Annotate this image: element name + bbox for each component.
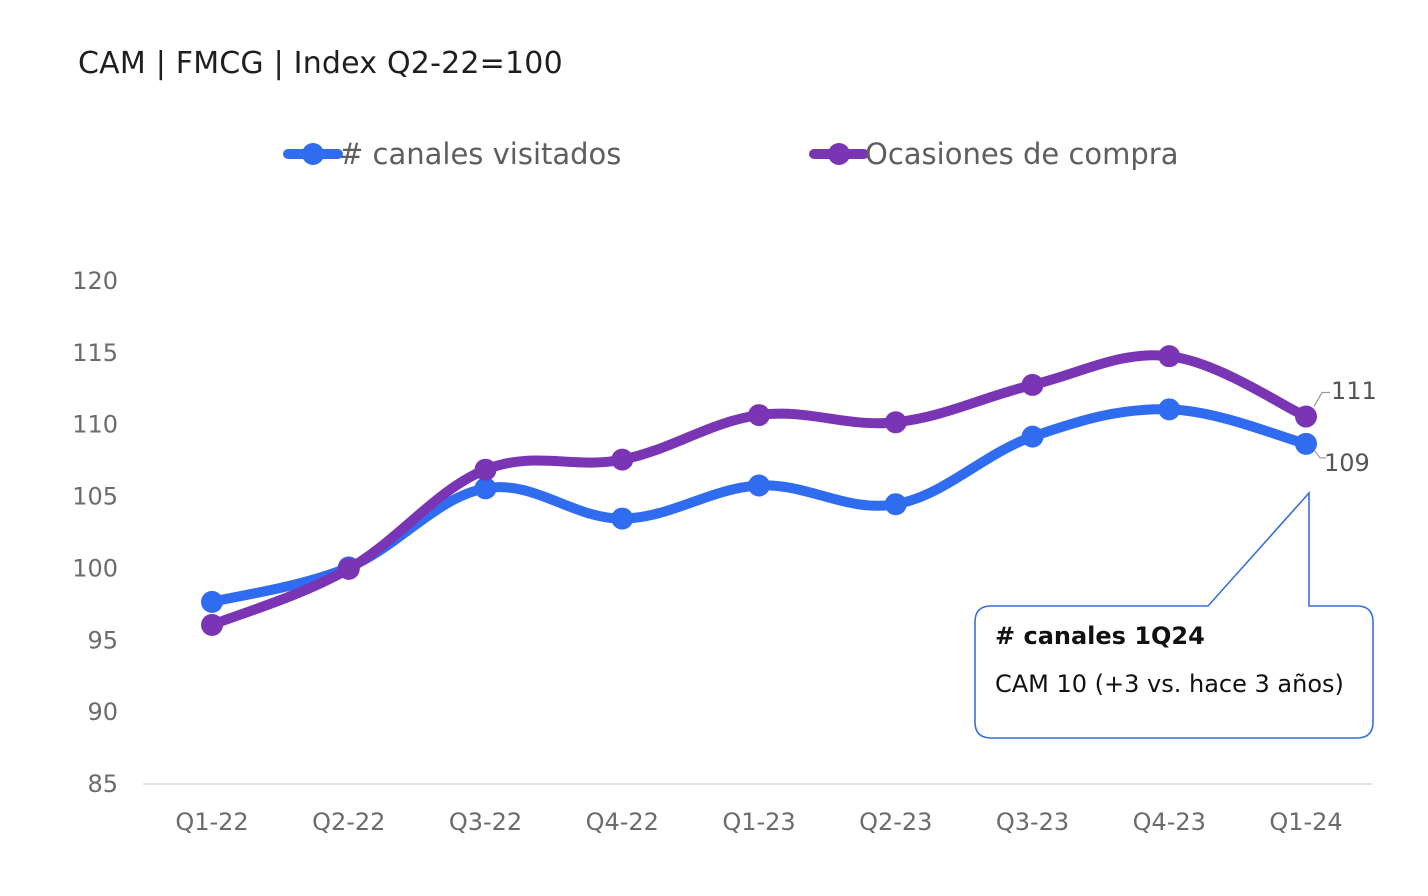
x-tick-label: Q4-22 <box>586 808 659 836</box>
end-labels: 111 109 <box>1313 377 1377 477</box>
y-tick-label: 85 <box>87 770 118 798</box>
data-point <box>884 411 907 434</box>
chart-title: CAM | FMCG | Index Q2-22=100 <box>78 46 563 81</box>
y-tick-label: 115 <box>72 339 118 367</box>
x-tick-label: Q2-23 <box>859 808 932 836</box>
data-point <box>884 493 907 516</box>
x-axis: Q1-22 Q2-22 Q3-22 Q4-22 Q1-23 Q2-23 Q3-23 Q4-23… <box>175 808 1342 836</box>
data-point <box>1158 345 1181 368</box>
callout-outline <box>974 490 1374 739</box>
legend-item-canales-visitados: # canales visitados <box>283 137 621 171</box>
data-point <box>611 448 634 471</box>
x-tick-label: Q3-22 <box>449 808 522 836</box>
y-tick-label: 110 <box>72 411 118 439</box>
data-point <box>201 613 223 636</box>
data-point <box>474 477 497 500</box>
series-line <box>207 404 1311 607</box>
data-point <box>1295 432 1317 455</box>
data-point <box>474 458 497 481</box>
data-point <box>201 590 223 613</box>
leader-line <box>1313 449 1326 459</box>
y-tick-label: 95 <box>87 626 118 654</box>
callout-title: # canales 1Q24 <box>995 622 1205 650</box>
legend-label: Ocasiones de compra <box>865 137 1179 171</box>
legend: # canales visitados Ocasiones de compra <box>283 137 1179 171</box>
legend-item-ocasiones-de-compra: Ocasiones de compra <box>809 137 1179 171</box>
callout-pointer <box>974 490 1374 739</box>
data-point <box>611 507 634 530</box>
legend-label: # canales visitados <box>339 137 621 171</box>
legend-swatch-marker <box>828 143 850 165</box>
leader-line <box>1313 391 1330 407</box>
data-point <box>1021 425 1044 448</box>
series-ocasiones-de-compra <box>201 345 1317 636</box>
data-point <box>1158 398 1181 421</box>
data-point <box>1295 405 1317 428</box>
y-tick-label: 105 <box>72 483 118 511</box>
callout-body: CAM 10 (+3 vs. hace 3 años) <box>995 670 1344 698</box>
series-group <box>201 345 1317 636</box>
x-tick-label: Q3-23 <box>996 808 1069 836</box>
x-tick-label: Q1-24 <box>1269 808 1342 836</box>
data-point <box>748 404 770 427</box>
x-tick-label: Q4-23 <box>1133 808 1206 836</box>
callout-box: # canales 1Q24 CAM 10 (+3 vs. hace 3 año… <box>975 606 1373 738</box>
y-tick-label: 90 <box>87 698 118 726</box>
end-label-ocasiones: 111 <box>1331 377 1377 405</box>
x-tick-label: Q1-23 <box>722 808 795 836</box>
y-tick-label: 120 <box>72 267 118 295</box>
y-axis: 85 90 95 100 105 110 115 120 <box>72 267 118 798</box>
series-canales-visitados <box>201 398 1317 613</box>
data-point <box>337 557 360 580</box>
end-label-canales: 109 <box>1324 449 1370 477</box>
x-tick-label: Q1-22 <box>175 808 248 836</box>
legend-swatch-marker <box>302 143 324 165</box>
x-tick-label: Q2-22 <box>312 808 385 836</box>
data-point <box>1021 373 1044 396</box>
data-point <box>748 474 770 497</box>
y-tick-label: 100 <box>72 554 118 582</box>
